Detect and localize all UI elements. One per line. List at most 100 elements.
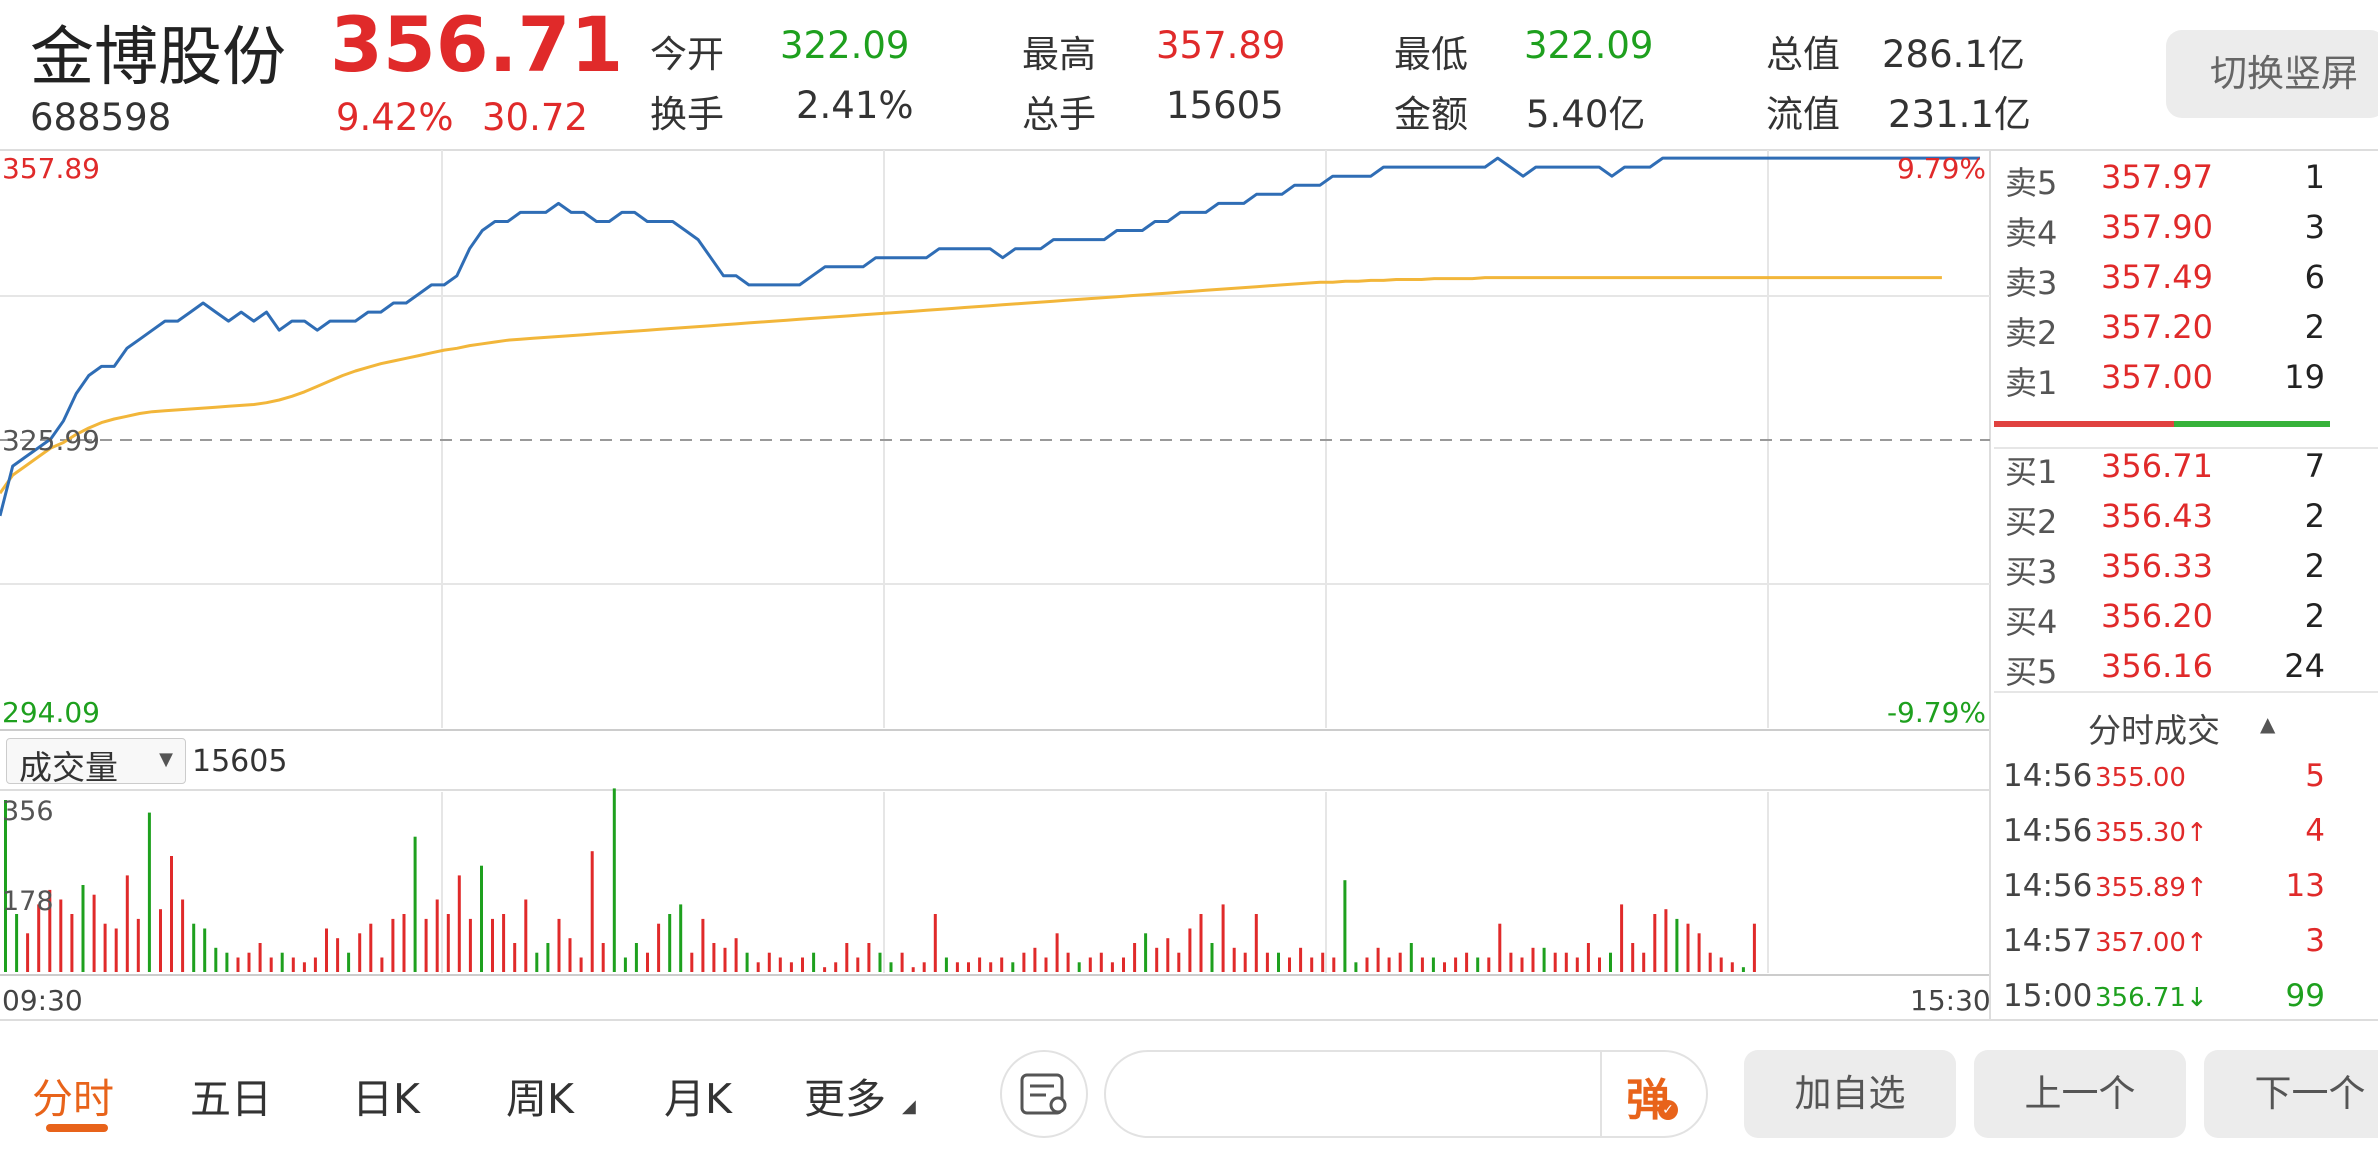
volume-mid-label: 178 [2, 886, 54, 917]
open-label: 今开 [650, 33, 724, 76]
tick-volume: 4 [2305, 813, 2325, 849]
volume-bar [1443, 962, 1446, 972]
switch-orientation-button[interactable]: 切换竖屏 [2166, 30, 2378, 118]
bid-row: 买5 356.16 24 [2005, 647, 2325, 697]
tab-intraday[interactable]: 分时 [32, 1075, 114, 1123]
tick-price: 355.30↑ [2095, 818, 2208, 848]
bid-price: 356.43 [2101, 497, 2213, 535]
comment-input[interactable]: 弹 ✓ [1104, 1050, 1708, 1138]
volume-bar [845, 943, 849, 972]
volume-bar [291, 957, 295, 972]
volume-bar [1044, 957, 1048, 972]
tick-time: 15:00 [2003, 978, 2093, 1014]
volume-bar [1498, 923, 1502, 972]
ask-ratio-fill [1994, 421, 2174, 427]
low-label: 最低 [1394, 33, 1468, 76]
ask-level-label: 卖3 [2005, 264, 2058, 302]
bid-qty: 24 [2284, 647, 2325, 685]
high-value: 357.89 [1156, 24, 1286, 67]
stock-name: 金博股份 [30, 21, 286, 95]
volume-bar [247, 952, 251, 972]
previous-stock-button[interactable]: 上一个 [1974, 1050, 2186, 1138]
volume-bar [313, 957, 317, 972]
ask-row: 卖5 357.97 1 [2005, 158, 2325, 208]
min-price-label: 294.09 [2, 696, 100, 729]
bid-ask-ratio-bar [1994, 421, 2330, 427]
tick-volume: 13 [2285, 868, 2325, 904]
volume-bar [1088, 957, 1092, 972]
ticks-header[interactable]: 分时成交 [2088, 711, 2220, 750]
notes-button[interactable] [1000, 1050, 1088, 1138]
volume-bar [1697, 933, 1701, 972]
volume-bar [1288, 957, 1291, 972]
volume-bar [1232, 947, 1236, 972]
next-stock-button[interactable]: 下一个 [2204, 1050, 2378, 1138]
dropdown-caret-icon: ▼ [159, 749, 173, 770]
volume-bar [1620, 904, 1624, 972]
volume-bar [1431, 957, 1435, 972]
volume-bar [1664, 909, 1668, 972]
volume-bar [1708, 952, 1712, 972]
stock-code: 688598 [30, 96, 172, 139]
add-watchlist-button[interactable]: 加自选 [1744, 1050, 1956, 1138]
volume-bar [192, 923, 196, 972]
volume-bar [712, 943, 716, 972]
tab-more[interactable]: 更多 [804, 1075, 886, 1123]
volume-bar [325, 928, 328, 972]
volume-bar [147, 812, 151, 972]
tab-daily-k[interactable]: 日K [352, 1075, 420, 1123]
volume-bar [26, 933, 30, 972]
open-value: 322.09 [780, 24, 910, 67]
volume-bar [723, 947, 727, 972]
volume-bar [1022, 952, 1026, 972]
ask-row: 卖2 357.20 2 [2005, 308, 2325, 358]
bid-price: 356.20 [2101, 597, 2213, 635]
bid-row: 买3 356.33 2 [2005, 547, 2325, 597]
volume-bar [1387, 957, 1391, 972]
volume-bar [424, 918, 428, 972]
market-cap-label: 总值 [1766, 33, 1840, 76]
volume-bar [302, 962, 306, 972]
collapse-arrow-icon[interactable]: ▲ [2260, 712, 2276, 736]
tab-weekly-k[interactable]: 周K [506, 1075, 574, 1123]
max-pct-label: 9.79% [1897, 152, 1986, 185]
bid-level-label: 买1 [2005, 453, 2058, 491]
volume-bar [413, 836, 417, 972]
volume-max-label: 356 [2, 796, 54, 827]
volume-bar [1254, 914, 1258, 972]
volume-bar [1675, 918, 1679, 972]
volume-bar [1354, 962, 1358, 972]
volume-bar [1221, 904, 1225, 972]
volume-bar [59, 899, 63, 972]
tab-five-day[interactable]: 五日 [190, 1075, 272, 1123]
tick-time: 14:56 [2003, 758, 2093, 794]
volume-bar [1686, 923, 1690, 972]
volume-bar [1376, 947, 1380, 972]
tick-time: 14:56 [2003, 868, 2093, 904]
base-price-label: 325.99 [2, 424, 100, 457]
volume-bar [480, 865, 483, 972]
ask-price: 357.20 [2101, 308, 2213, 346]
volume-bar [590, 851, 594, 972]
volume-bar [823, 967, 827, 972]
volume-bar [103, 923, 107, 972]
tab-monthly-k[interactable]: 月K [664, 1075, 732, 1123]
float-cap-label: 流值 [1766, 93, 1840, 136]
volume-bar [944, 957, 948, 972]
volume-bar [834, 962, 838, 972]
volume-bar [856, 957, 860, 972]
danmaku-check-icon: ✓ [1658, 1100, 1678, 1120]
bid-qty: 2 [2304, 597, 2325, 635]
tick-volume: 99 [2285, 978, 2325, 1014]
volume-bar [535, 952, 539, 972]
volume-bar [778, 957, 782, 972]
volume-bar [1133, 943, 1137, 972]
tick-price: 356.71↓ [2095, 983, 2208, 1013]
volume-bar [336, 938, 340, 972]
volume-bar [657, 923, 661, 972]
volume-bar [1642, 952, 1646, 972]
bid-price: 356.33 [2101, 547, 2213, 585]
volume-bar [1609, 952, 1612, 972]
volume-bar [502, 914, 506, 972]
volume-indicator-selector[interactable]: 成交量 ▼ [6, 738, 186, 787]
